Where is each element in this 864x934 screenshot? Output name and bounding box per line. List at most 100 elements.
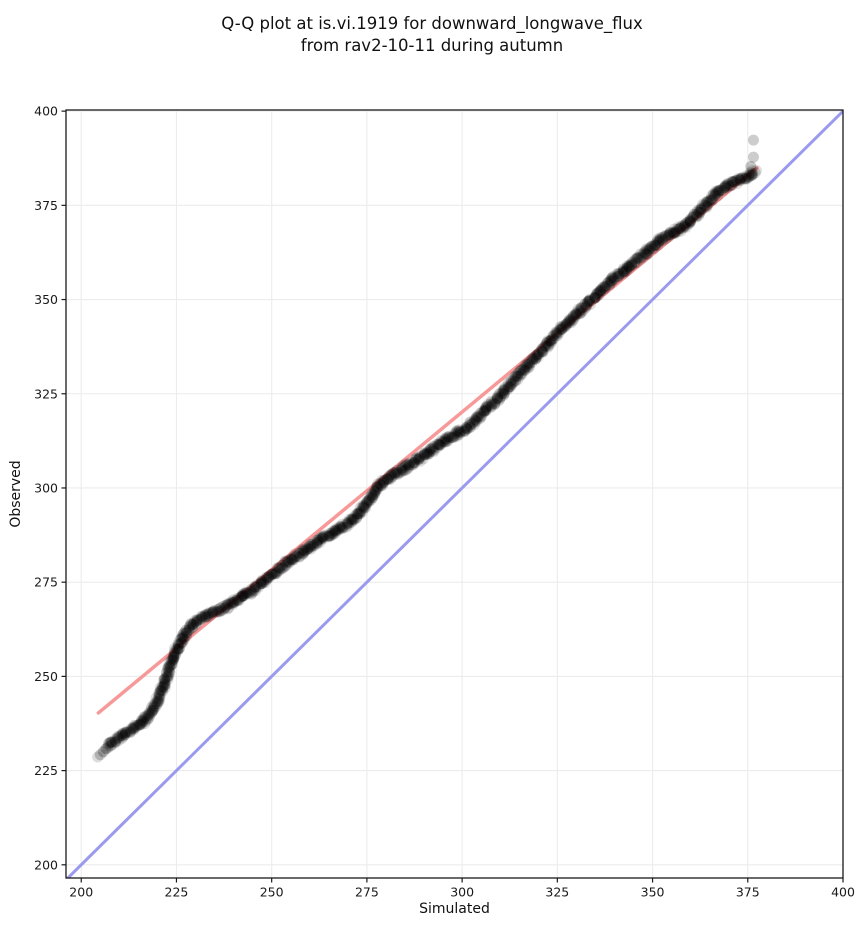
quantile-point [168, 652, 180, 663]
quantile-point [433, 438, 445, 450]
quantile-point [288, 548, 300, 560]
quantile-point [106, 736, 118, 748]
quantile-point [163, 661, 175, 673]
quantile-point [238, 590, 249, 601]
quantile-point [369, 487, 381, 499]
quantile-point [185, 617, 197, 629]
quantile-point [190, 617, 202, 628]
quantile-point [191, 615, 203, 626]
quantile-point [151, 698, 163, 710]
quantile-point [605, 277, 617, 289]
quantile-point [435, 435, 447, 447]
quantile-point [147, 705, 159, 717]
quantile-point [162, 663, 174, 675]
quantile-point [348, 511, 360, 523]
quantile-point [360, 498, 372, 510]
quantile-point [591, 288, 602, 300]
quantile-point [355, 505, 367, 517]
scatter-points [92, 134, 762, 763]
quantile-point [331, 524, 343, 536]
quantile-point [193, 614, 205, 626]
quantile-point [623, 259, 635, 271]
quantile-point [163, 665, 175, 677]
quantile-point [104, 736, 116, 748]
quantile-point [713, 185, 725, 197]
quantile-point [439, 432, 451, 444]
quantile-point [447, 431, 459, 443]
quantile-point [728, 176, 740, 187]
quantile-point [184, 624, 195, 636]
quantile-point [608, 273, 620, 285]
quantile-point [691, 210, 703, 222]
quantile-point [528, 352, 539, 364]
quantile-point [712, 186, 724, 198]
quantile-point [299, 545, 310, 557]
quantile-point [389, 467, 401, 479]
quantile-point [170, 648, 182, 660]
quantile-point [197, 610, 209, 622]
quantile-point [557, 321, 569, 333]
quantile-point [452, 429, 464, 441]
quantile-point [699, 200, 711, 212]
quantile-point [723, 180, 735, 192]
quantile-point [605, 275, 617, 287]
quantile-point [505, 378, 517, 390]
quantile-point [569, 311, 581, 323]
quantile-point [125, 725, 137, 737]
quantile-point [173, 643, 185, 655]
quantile-point [109, 733, 121, 745]
quantile-point [350, 512, 362, 524]
quantile-point [260, 571, 272, 583]
quantile-point [513, 367, 525, 379]
quantile-point [434, 439, 446, 451]
quantile-point [675, 225, 687, 237]
quantile-point [570, 310, 582, 321]
quantile-point [510, 371, 522, 383]
quantile-point [746, 165, 758, 177]
quantile-point [736, 172, 748, 184]
quantile-point [438, 436, 450, 448]
quantile-point [509, 370, 521, 382]
quantile-point [134, 718, 146, 729]
quantile-point [269, 568, 281, 579]
quantile-point [576, 304, 587, 316]
quantile-point [161, 667, 172, 679]
quantile-point [261, 573, 273, 584]
quantile-point [300, 542, 312, 554]
quantile-point [693, 210, 705, 222]
quantile-point [235, 590, 247, 602]
quantile-point [480, 405, 492, 417]
quantile-point [419, 447, 431, 459]
quantile-point [556, 323, 568, 335]
quantile-point [433, 438, 445, 450]
quantile-point [536, 345, 548, 357]
quantile-point [219, 601, 231, 613]
quantile-point [412, 453, 424, 465]
quantile-point [690, 211, 702, 223]
quantile-point [532, 349, 544, 361]
quantile-point [596, 283, 608, 295]
quantile-point [612, 267, 624, 279]
quantile-point [604, 275, 616, 287]
quantile-point [369, 484, 381, 496]
quantile-point [484, 399, 496, 410]
quantile-point [230, 595, 242, 607]
quantile-point [693, 204, 705, 216]
quantile-point [116, 727, 128, 739]
quantile-point [302, 543, 313, 555]
quantile-point [238, 588, 250, 600]
quantile-point [512, 370, 523, 382]
quantile-point [136, 715, 148, 727]
quantile-point [382, 473, 394, 485]
quantile-point [701, 195, 713, 207]
quantile-point [400, 464, 412, 476]
quantile-point [415, 450, 427, 462]
quantile-point [239, 588, 251, 600]
quantile-point [277, 562, 289, 574]
quantile-point [164, 660, 176, 672]
quantile-point [663, 229, 675, 241]
y-tick-label: 350 [34, 292, 58, 307]
quantile-point [367, 489, 379, 501]
quantile-point [699, 199, 711, 211]
quantile-point [155, 684, 167, 696]
